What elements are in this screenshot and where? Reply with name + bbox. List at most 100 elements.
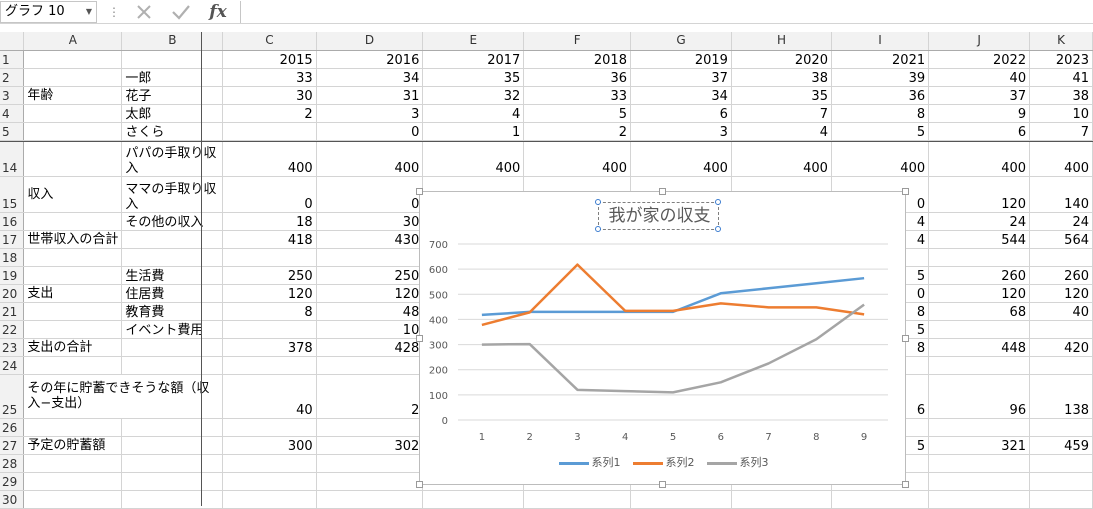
row-header[interactable]: 18 xyxy=(0,248,25,267)
column-header-g[interactable]: G xyxy=(630,32,732,51)
cell-value[interactable]: 120 xyxy=(222,284,317,303)
cell-value[interactable]: 4 xyxy=(731,122,832,141)
row-header[interactable]: 16 xyxy=(0,212,25,231)
row-header[interactable]: 17 xyxy=(0,230,25,249)
cell-value[interactable]: 8 xyxy=(831,104,930,123)
cell-a[interactable] xyxy=(23,472,123,491)
cell-value[interactable] xyxy=(222,472,317,491)
cell-value[interactable]: 3 xyxy=(630,122,732,141)
cell-value[interactable]: 250 xyxy=(222,266,317,285)
row-header[interactable]: 15 xyxy=(0,176,25,213)
cell-b[interactable]: その他の収入 xyxy=(121,212,224,231)
row-header[interactable]: 21 xyxy=(0,302,25,321)
cell-value[interactable]: 400 xyxy=(831,140,930,177)
cell-a[interactable]: 年齢 xyxy=(23,86,123,105)
cell-value[interactable]: 8 xyxy=(222,302,317,321)
series-line-2[interactable] xyxy=(481,263,865,327)
cell-a[interactable] xyxy=(23,490,123,509)
resize-handle[interactable] xyxy=(659,188,666,195)
cell-a[interactable] xyxy=(23,50,123,69)
column-header-e[interactable]: E xyxy=(422,32,525,51)
cell-value[interactable]: 41 xyxy=(1029,68,1093,87)
column-header-j[interactable]: J xyxy=(928,32,1031,51)
cell-value[interactable]: 31 xyxy=(316,86,424,105)
cell-value[interactable]: 1 xyxy=(422,122,525,141)
cell-b[interactable]: 花子 xyxy=(121,86,224,105)
legend-item[interactable]: 系列3 xyxy=(706,454,769,470)
column-header-k[interactable]: K xyxy=(1029,32,1093,51)
cell-a[interactable] xyxy=(23,122,123,141)
cell-b[interactable] xyxy=(121,490,224,509)
row-header[interactable]: 20 xyxy=(0,284,25,303)
cell-b[interactable]: 一郎 xyxy=(121,68,224,87)
cell-value[interactable]: 260 xyxy=(928,266,1031,285)
cell-value[interactable] xyxy=(523,490,631,509)
cell-b[interactable]: さくら xyxy=(121,122,224,141)
title-handle[interactable] xyxy=(715,226,721,232)
check-icon[interactable] xyxy=(166,1,196,23)
cell-value[interactable]: 6 xyxy=(630,104,732,123)
cell-value[interactable] xyxy=(1029,490,1093,509)
cell-value[interactable]: 40 xyxy=(1029,302,1093,321)
cell-value[interactable]: 38 xyxy=(731,68,832,87)
cell-b[interactable] xyxy=(121,338,224,357)
cell-value[interactable]: 18 xyxy=(222,212,317,231)
cell-value[interactable]: 321 xyxy=(928,436,1031,455)
cell-value[interactable]: 400 xyxy=(928,140,1031,177)
cell-b[interactable] xyxy=(121,230,224,249)
cell-value[interactable]: 35 xyxy=(422,68,525,87)
cell-value[interactable]: 120 xyxy=(316,284,424,303)
cell-value[interactable] xyxy=(1029,454,1093,473)
cell-value[interactable]: 459 xyxy=(1029,436,1093,455)
cell-value[interactable] xyxy=(222,490,317,509)
cell-value[interactable] xyxy=(222,122,317,141)
cell-value[interactable]: 40 xyxy=(928,68,1031,87)
resize-handle[interactable] xyxy=(902,335,909,342)
cell-value[interactable]: 400 xyxy=(731,140,832,177)
row-header[interactable]: 25 xyxy=(0,374,25,419)
cell-a[interactable] xyxy=(23,356,123,375)
cell-a[interactable] xyxy=(23,266,123,285)
cell-value[interactable] xyxy=(422,490,525,509)
cell-value[interactable]: 430 xyxy=(316,230,424,249)
cell-value[interactable] xyxy=(1029,418,1093,437)
cell-a[interactable] xyxy=(23,212,123,231)
cell-value[interactable] xyxy=(928,454,1031,473)
cell-b[interactable]: 生活費 xyxy=(121,266,224,285)
cell-a[interactable]: 収入 xyxy=(23,176,123,213)
cell-value[interactable]: 420 xyxy=(1029,338,1093,357)
cell-value[interactable] xyxy=(316,418,424,437)
cell-value[interactable]: 250 xyxy=(316,266,424,285)
cell-value[interactable] xyxy=(222,454,317,473)
cell-value[interactable] xyxy=(1029,472,1093,491)
cell-value[interactable]: 428 xyxy=(316,338,424,357)
cell-a[interactable] xyxy=(23,454,123,473)
cell-value[interactable]: 35 xyxy=(731,86,832,105)
cell-value[interactable]: 7 xyxy=(731,104,832,123)
cell-value[interactable]: 34 xyxy=(630,86,732,105)
cell-b[interactable]: ママの手取り収入 xyxy=(121,176,224,213)
cell-value[interactable]: 68 xyxy=(928,302,1031,321)
cell-value[interactable]: 378 xyxy=(222,338,317,357)
cell-a[interactable] xyxy=(23,248,123,267)
resize-handle[interactable] xyxy=(416,335,423,342)
cell-b[interactable] xyxy=(121,436,224,455)
cell-value[interactable]: 34 xyxy=(316,68,424,87)
cell-value[interactable]: 10 xyxy=(1029,104,1093,123)
cell-value[interactable]: 120 xyxy=(1029,284,1093,303)
cell-value[interactable]: 138 xyxy=(1029,374,1093,419)
cell-value[interactable]: 400 xyxy=(316,140,424,177)
cell-value[interactable]: 544 xyxy=(928,230,1031,249)
cell-value[interactable]: 448 xyxy=(928,338,1031,357)
column-header-b[interactable]: B xyxy=(121,32,224,51)
cell-value[interactable]: 564 xyxy=(1029,230,1093,249)
cell-a[interactable]: 予定の貯蓄額 xyxy=(23,436,123,455)
cell-value[interactable]: 10 xyxy=(316,320,424,339)
cell-value[interactable]: 0 xyxy=(316,122,424,141)
cell-value[interactable]: 2020 xyxy=(731,50,832,69)
cell-b[interactable] xyxy=(121,248,224,267)
cell-value[interactable] xyxy=(1029,320,1093,339)
title-handle[interactable] xyxy=(595,199,601,205)
cell-value[interactable]: 302 xyxy=(316,436,424,455)
cell-value[interactable]: 2015 xyxy=(222,50,317,69)
